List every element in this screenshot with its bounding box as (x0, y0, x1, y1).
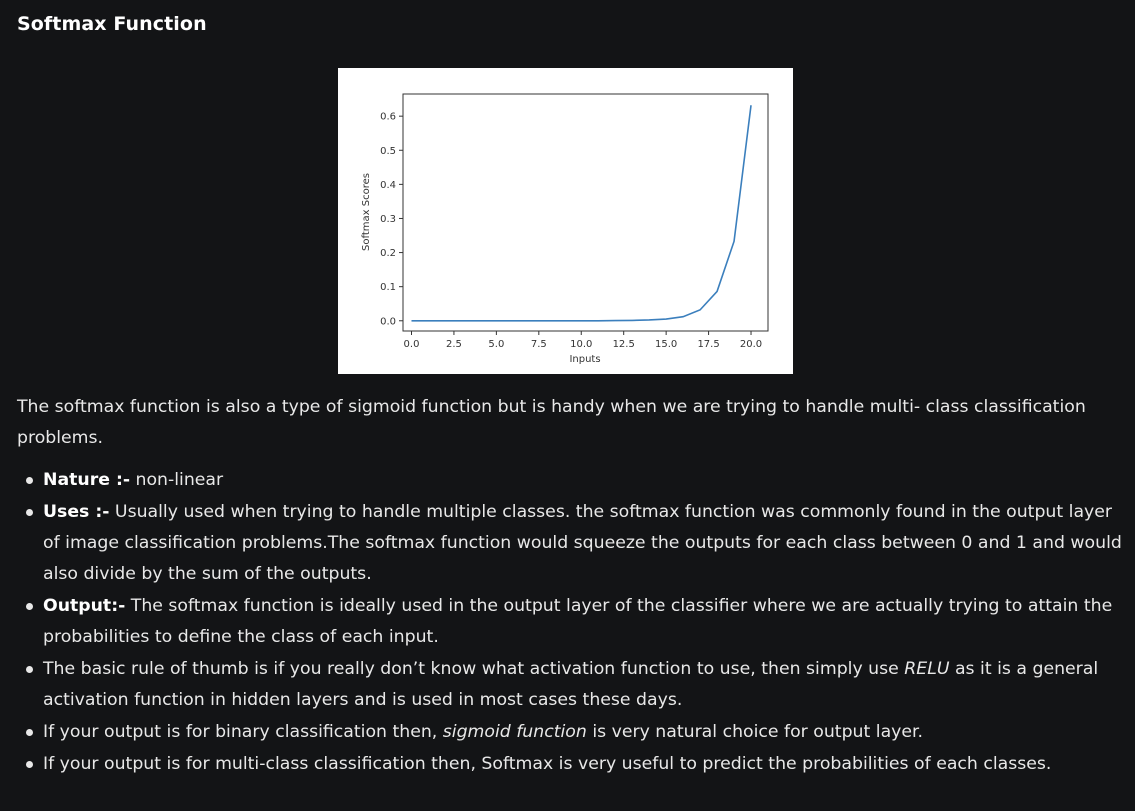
y-tick-label: 0.0 (380, 316, 396, 327)
bullet-text: Usually used when trying to handle multi… (43, 502, 1122, 584)
emphasis-text: sigmoid function (442, 722, 587, 742)
bullet-text: non-linear (130, 470, 224, 490)
x-tick-label: 12.5 (613, 339, 635, 350)
emphasis-text: RELU (904, 659, 950, 679)
x-axis-label: Inputs (569, 354, 600, 365)
bullet-dot-icon (26, 729, 33, 736)
x-tick-label: 2.5 (446, 339, 462, 350)
x-tick-label: 20.0 (740, 339, 762, 350)
softmax-chart-figure: 0.0 0.1 0.2 0.3 0.4 0.5 0.6 0.0 2.5 5.0 7.5 10.0 12… (338, 68, 793, 374)
softmax-series-line (411, 105, 752, 322)
page-title: Softmax Function (17, 13, 207, 35)
y-tick-label: 0.1 (380, 282, 396, 293)
bullet-label: Uses :- (43, 502, 110, 522)
x-tick-label: 10.0 (570, 339, 592, 350)
bullet-dot-icon (26, 477, 33, 484)
y-tick-label: 0.3 (380, 214, 396, 225)
y-tick-label: 0.5 (380, 146, 396, 157)
y-tick-label: 0.2 (380, 248, 396, 259)
list-item-rule-of-thumb: The basic rule of thumb is if you really… (17, 654, 1122, 716)
list-item-binary: If your output is for binary classificat… (17, 717, 1122, 748)
softmax-chart: 0.0 0.1 0.2 0.3 0.4 0.5 0.6 0.0 2.5 5.0 7.5 10.0 12… (361, 93, 769, 365)
list-item-output: Output:- The softmax function is ideally… (17, 591, 1122, 653)
bullet-text: The basic rule of thumb is if you really… (43, 659, 905, 679)
x-tick-label: 17.5 (697, 339, 719, 350)
bullet-dot-icon (26, 666, 33, 673)
bullet-text: The softmax function is ideally used in … (43, 596, 1113, 647)
bullet-text: is very natural choice for output layer. (586, 722, 924, 742)
intro-paragraph: The softmax function is also a type of s… (17, 397, 1086, 448)
y-axis-label: Softmax Scores (361, 173, 372, 251)
list-item-uses: Uses :- Usually used when trying to hand… (17, 497, 1122, 590)
bullet-text: as it is a general activation function i… (43, 659, 1099, 710)
bullet-dot-icon (26, 509, 33, 516)
bullet-list: Nature :- non-linear Uses :- Usually use… (17, 465, 1122, 781)
list-item-nature: Nature :- non-linear (17, 465, 1122, 496)
bullet-dot-icon (26, 603, 33, 610)
plot-frame (402, 93, 769, 332)
bullet-label: Nature :- (43, 470, 131, 490)
list-item-multiclass: If your output is for multi-class classi… (17, 749, 1122, 780)
y-tick-label: 0.6 (380, 112, 396, 123)
x-tick-label: 5.0 (488, 339, 504, 350)
bullet-text: If your output is for multi-class classi… (43, 754, 1052, 774)
x-tick-label: 7.5 (531, 339, 547, 350)
bullet-text: If your output is for binary classificat… (43, 722, 443, 742)
x-tick-label: 15.0 (655, 339, 677, 350)
bullet-dot-icon (26, 761, 33, 768)
y-tick-label: 0.4 (380, 180, 396, 191)
x-tick-label: 0.0 (404, 339, 420, 350)
bullet-label: Output:- (43, 596, 126, 616)
